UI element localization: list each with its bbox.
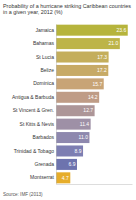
data-label: 4.7 — [62, 175, 69, 181]
y-tick-label: Trinidad & Tobago — [14, 148, 55, 154]
chart: Probability of a hurricane striking Cari… — [0, 0, 136, 200]
y-tick: Belize — [40, 67, 56, 73]
y-tick: Antigua & Barbuda — [12, 94, 56, 100]
y-tick-label: St Lucia — [36, 54, 54, 60]
data-label: 14.2 — [88, 94, 98, 100]
y-tick: St Lucia — [36, 54, 56, 60]
bar — [56, 172, 70, 183]
bar — [56, 52, 109, 63]
bar — [56, 92, 99, 103]
bar — [56, 145, 83, 156]
y-axis-line — [56, 25, 57, 185]
data-label: 11.0 — [79, 134, 89, 140]
y-tick-label: Grenada — [35, 161, 55, 167]
source: Source: IMF (2013) — [3, 192, 43, 197]
y-tick: St Kitts & Nevis — [20, 121, 56, 127]
bar — [56, 38, 120, 49]
y-tick-label: Barbados — [33, 134, 55, 140]
bar — [56, 25, 128, 36]
bar — [56, 65, 108, 76]
x-axis — [57, 184, 133, 185]
data-label: 17.3 — [97, 54, 107, 60]
title-line: in a given year, 2012 (%) — [3, 9, 63, 15]
data-label: 15.7 — [92, 81, 102, 87]
y-tick: Montserrat — [30, 174, 56, 180]
data-label: 21.0 — [109, 40, 119, 46]
y-tick-label: Dominica — [33, 80, 54, 86]
y-tick-label: Jamaica — [35, 27, 54, 33]
data-label: 17.2 — [97, 67, 107, 73]
y-axis: Jamaica Bahamas St Lucia Belize Dominica Anti… — [12, 25, 56, 185]
y-tick: Barbados — [33, 134, 56, 140]
y-tick-label: St Kitts & Nevis — [20, 121, 55, 127]
data-label: 8.9 — [75, 148, 82, 154]
y-tick-label: Belize — [40, 67, 54, 73]
y-tick: St Vincent & Gren. — [13, 107, 56, 113]
data-label: 23.6 — [117, 27, 127, 33]
y-tick: Grenada — [35, 161, 56, 167]
bar — [56, 119, 91, 130]
x-axis-line — [57, 184, 133, 185]
data-label: 11.4 — [80, 121, 90, 127]
y-tick-label: St Vincent & Gren. — [13, 107, 54, 113]
data-labels: 23.6 21.0 17.3 17.2 15.7 14.2 12.7 11.4 11.0 8.9 6… — [62, 27, 127, 181]
y-tick-label: Antigua & Barbuda — [12, 94, 54, 100]
y-tick: Trinidad & Tobago — [14, 148, 56, 154]
y-tick: Bahamas — [33, 40, 56, 46]
title-line: Probability of a hurricane striking Cari… — [3, 3, 131, 9]
y-tick: Dominica — [33, 80, 56, 86]
y-tick-label: Montserrat — [30, 174, 55, 180]
bar — [56, 105, 95, 116]
y-tick-label: Bahamas — [33, 40, 55, 46]
bar — [56, 159, 77, 170]
data-label: 6.9 — [69, 161, 76, 167]
title: Probability of a hurricane striking Cari… — [3, 3, 131, 15]
bar — [56, 132, 89, 143]
data-label: 12.7 — [83, 107, 93, 113]
bar — [56, 78, 104, 89]
bars — [56, 25, 128, 184]
y-tick: Jamaica — [35, 27, 56, 33]
